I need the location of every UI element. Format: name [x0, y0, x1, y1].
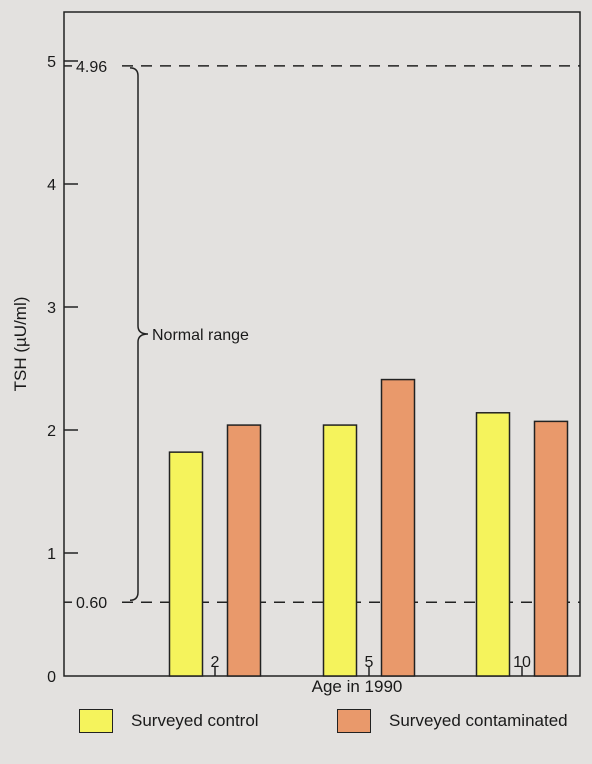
- x-tick-label: 10: [513, 654, 531, 671]
- y-tick-label: 4: [47, 177, 56, 194]
- x-tick-label: 5: [365, 654, 374, 671]
- legend: Surveyed control Surveyed contaminated: [0, 709, 592, 749]
- legend-label-control: Surveyed control: [131, 711, 259, 730]
- y-axis-label: TSH (µU/ml): [11, 297, 30, 392]
- legend-swatch-contaminated: [337, 709, 371, 733]
- x-axis-label: Age in 1990: [312, 677, 403, 696]
- reference-line-label: 4.96: [76, 59, 107, 76]
- bar-contaminated-age-10: [533, 420, 569, 677]
- bar-contaminated-age-2: [226, 424, 262, 677]
- reference-line-label: 0.60: [76, 595, 107, 612]
- legend-item-contaminated: Surveyed contaminated: [337, 709, 568, 733]
- normal-range-bracket: [129, 67, 149, 601]
- bar-contaminated-age-5: [380, 378, 416, 677]
- bars: [168, 378, 569, 677]
- x-tick-label: 2: [211, 654, 220, 671]
- x-axis-ticks: 2 5 10: [211, 654, 531, 676]
- y-tick-label: 1: [47, 546, 56, 563]
- y-tick-label: 2: [47, 423, 56, 440]
- legend-label-contaminated: Surveyed contaminated: [389, 711, 568, 730]
- y-tick-label: 5: [47, 54, 56, 71]
- legend-swatch-control: [79, 709, 113, 733]
- bar-control-age-10: [475, 412, 511, 677]
- plot-frame: [63, 11, 581, 677]
- chart-svg: 0 1 2 3 4 5 4.96 0.60 2 5 10 Normal range TSH (µ…: [11, 11, 581, 696]
- bar-control-age-5: [322, 424, 358, 677]
- normal-range-label: Normal range: [152, 327, 249, 344]
- bar-control-age-2: [168, 451, 204, 677]
- y-tick-label: 0: [47, 669, 56, 686]
- legend-item-control: Surveyed control: [79, 709, 259, 733]
- y-axis-ticks: 0 1 2 3 4 5: [47, 54, 78, 686]
- y-tick-label: 3: [47, 300, 56, 317]
